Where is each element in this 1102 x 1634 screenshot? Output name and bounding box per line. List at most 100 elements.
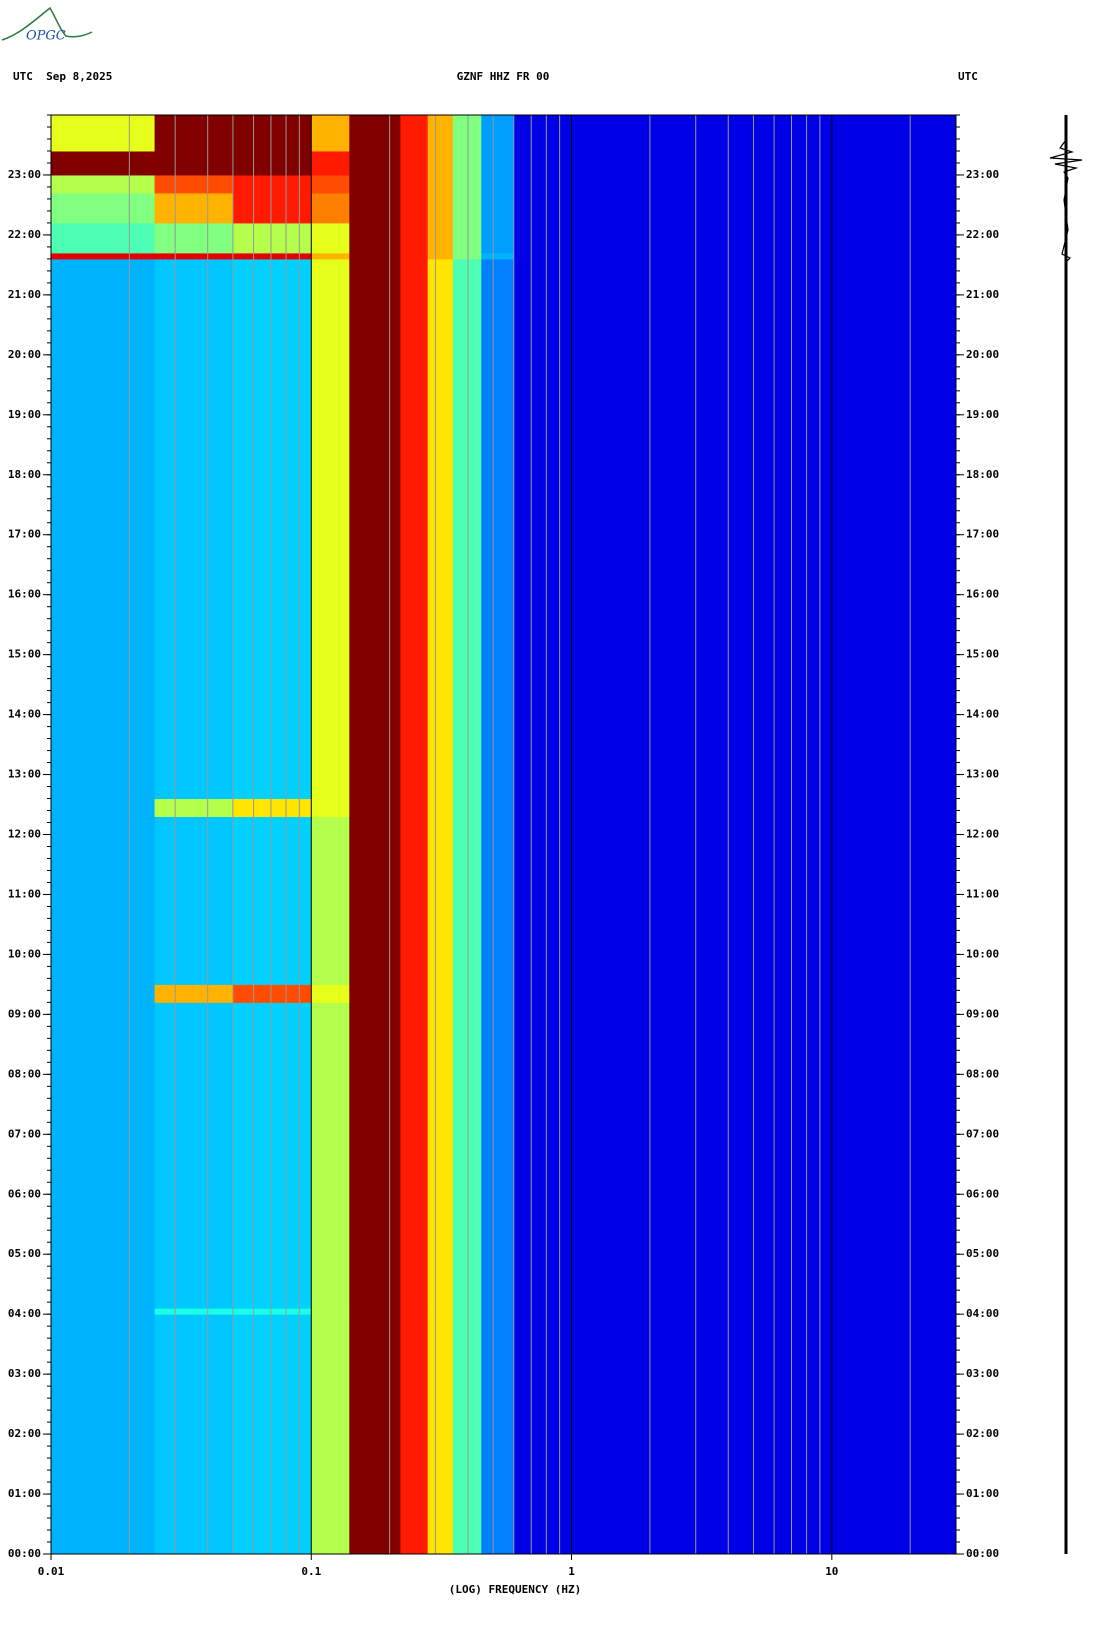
cell: [349, 115, 401, 152]
cell: [349, 192, 401, 224]
x-tick-label: 0.1: [301, 1565, 321, 1578]
y-tick-label: 19:00: [966, 408, 999, 421]
y-tick-label: 20:00: [966, 348, 999, 361]
cell: [51, 192, 156, 224]
cell: [513, 192, 957, 224]
cell: [51, 252, 156, 260]
cell: [481, 1314, 515, 1555]
cell: [481, 1308, 515, 1315]
y-tick-label: 06:00: [8, 1187, 41, 1200]
cell: [481, 984, 515, 1003]
y-tick-label: 06:00: [966, 1187, 999, 1200]
cell: [400, 984, 429, 1003]
cell: [311, 984, 350, 1003]
cell: [513, 222, 957, 254]
cell: [481, 252, 515, 260]
x-tick-label: 0.01: [38, 1565, 65, 1578]
logo-text: OPGC: [26, 29, 66, 44]
cell: [513, 1314, 957, 1555]
cell: [452, 1002, 482, 1309]
cell: [481, 816, 515, 985]
cell: [452, 816, 482, 985]
x-tick-label: 10: [825, 1565, 838, 1578]
cell: [51, 115, 156, 152]
cell: [452, 150, 482, 176]
cell: [311, 252, 350, 260]
y-tick-label: 17:00: [8, 528, 41, 541]
y-tick-label: 22:00: [8, 228, 41, 241]
cell: [349, 222, 401, 254]
y-tick-label: 14:00: [8, 708, 41, 721]
cell: [232, 222, 312, 254]
cell: [232, 984, 312, 1003]
cell: [232, 1314, 312, 1555]
cell: [311, 174, 350, 194]
cell: [349, 798, 401, 818]
y-tick-label: 02:00: [8, 1427, 41, 1440]
cell: [400, 174, 429, 194]
cell: [427, 252, 454, 260]
cell: [452, 174, 482, 194]
cell: [452, 1308, 482, 1315]
cell: [400, 222, 429, 254]
x-tick-label: 1: [568, 1565, 575, 1578]
y-tick-label: 04:00: [8, 1307, 41, 1320]
cell: [427, 798, 454, 818]
cell: [311, 192, 350, 224]
cell: [311, 1002, 350, 1309]
cell: [154, 174, 234, 194]
cell: [51, 816, 156, 985]
cell: [311, 816, 350, 985]
cell: [51, 798, 156, 818]
y-tick-label: 18:00: [8, 468, 41, 481]
y-tick-label: 20:00: [8, 348, 41, 361]
cell: [232, 252, 312, 260]
y-tick-label: 09:00: [8, 1007, 41, 1020]
cell: [51, 1308, 156, 1315]
y-tick-label: 07:00: [966, 1127, 999, 1140]
y-tick-label: 16:00: [8, 588, 41, 601]
cell: [481, 798, 515, 818]
cell: [400, 252, 429, 260]
cell: [154, 192, 234, 224]
cell: [232, 1308, 312, 1315]
cell: [154, 258, 234, 800]
cell: [427, 816, 454, 985]
spectrogram: [51, 115, 957, 1555]
cell: [427, 1308, 454, 1315]
y-tick-label: 19:00: [8, 408, 41, 421]
cell: [513, 258, 957, 800]
cell: [232, 798, 312, 818]
y-tick-label: 00:00: [8, 1547, 41, 1560]
cell: [232, 174, 312, 194]
cell: [513, 174, 957, 194]
cell: [452, 798, 482, 818]
cell: [232, 115, 312, 152]
cell: [154, 816, 234, 985]
cell: [311, 115, 350, 152]
logo: OPGC: [1, 6, 93, 44]
cell: [481, 258, 515, 800]
cell: [427, 192, 454, 224]
y-tick-label: 13:00: [966, 768, 999, 781]
y-tick-label: 01:00: [8, 1487, 41, 1500]
x-axis-label: (LOG) FREQUENCY (HZ): [449, 1583, 581, 1596]
y-tick-label: 15:00: [8, 648, 41, 661]
cell: [51, 1002, 156, 1309]
cell: [452, 115, 482, 152]
y-tick-label: 21:00: [8, 288, 41, 301]
cell: [349, 174, 401, 194]
y-tick-label: 03:00: [966, 1367, 999, 1380]
y-tick-label: 12:00: [966, 828, 999, 841]
cell: [452, 252, 482, 260]
cell: [51, 1314, 156, 1555]
cell: [400, 1308, 429, 1315]
cell: [400, 192, 429, 224]
cell: [400, 1002, 429, 1309]
cell: [400, 816, 429, 985]
cell: [311, 222, 350, 254]
y-tick-label: 09:00: [966, 1007, 999, 1020]
cell: [481, 222, 515, 254]
y-tick-label: 05:00: [8, 1247, 41, 1260]
